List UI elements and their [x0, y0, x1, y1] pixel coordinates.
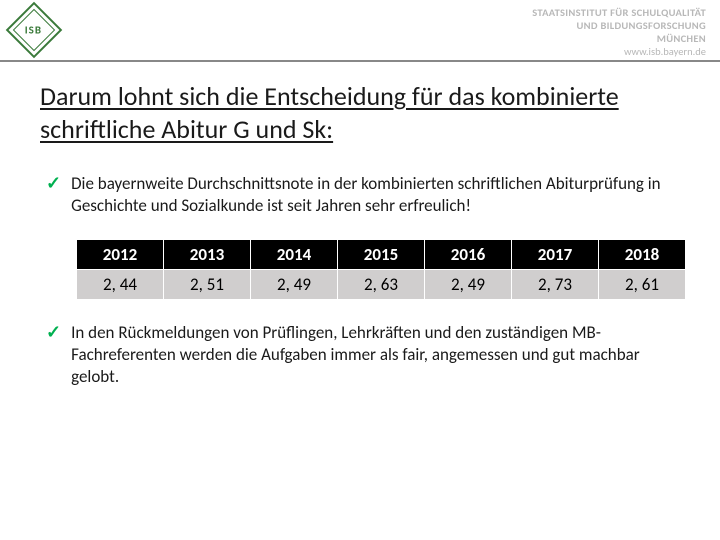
- cell-2016: 2, 49: [425, 270, 512, 300]
- cell-2017: 2, 73: [512, 270, 599, 300]
- logo-diamond: ISB: [6, 2, 63, 59]
- cell-2012: 2, 44: [77, 270, 164, 300]
- col-2013: 2013: [164, 240, 251, 270]
- org-line-1: STAATSINSTITUT FÜR SCHULQUALITÄT: [532, 6, 706, 19]
- logo: ISB: [14, 10, 54, 50]
- bullet-1: ✓ Die bayernweite Durchschnittsnote in d…: [40, 173, 680, 217]
- table-header-row: 2012 2013 2014 2015 2016 2017 2018: [77, 240, 686, 270]
- cell-2018: 2, 61: [599, 270, 686, 300]
- grades-table-wrap: 2012 2013 2014 2015 2016 2017 2018 2, 44…: [40, 233, 680, 322]
- col-2012: 2012: [77, 240, 164, 270]
- org-line-2: UND BILDUNGSFORSCHUNG: [532, 19, 706, 32]
- bullet-2-text: In den Rückmeldungen von Prüflingen, Leh…: [71, 322, 680, 388]
- check-icon: ✓: [46, 173, 61, 217]
- check-icon: ✓: [46, 322, 61, 388]
- page-title: Darum lohnt sich die Entscheidung für da…: [40, 80, 680, 145]
- cell-2015: 2, 63: [338, 270, 425, 300]
- cell-2013: 2, 51: [164, 270, 251, 300]
- header: ISB STAATSINSTITUT FÜR SCHULQUALITÄT UND…: [0, 0, 720, 62]
- col-2016: 2016: [425, 240, 512, 270]
- org-url: www.isb.bayern.de: [532, 45, 706, 58]
- col-2017: 2017: [512, 240, 599, 270]
- table-row: 2, 44 2, 51 2, 49 2, 63 2, 49 2, 73 2, 6…: [77, 270, 686, 300]
- logo-text: ISB: [25, 24, 42, 37]
- header-org: STAATSINSTITUT FÜR SCHULQUALITÄT UND BIL…: [532, 6, 706, 59]
- cell-2014: 2, 49: [251, 270, 338, 300]
- grades-table: 2012 2013 2014 2015 2016 2017 2018 2, 44…: [76, 239, 686, 300]
- col-2015: 2015: [338, 240, 425, 270]
- col-2018: 2018: [599, 240, 686, 270]
- bullet-2: ✓ In den Rückmeldungen von Prüflingen, L…: [40, 322, 680, 388]
- org-line-3: MÜNCHEN: [532, 32, 706, 45]
- content: Darum lohnt sich die Entscheidung für da…: [0, 62, 720, 388]
- col-2014: 2014: [251, 240, 338, 270]
- bullet-1-text: Die bayernweite Durchschnittsnote in der…: [71, 173, 680, 217]
